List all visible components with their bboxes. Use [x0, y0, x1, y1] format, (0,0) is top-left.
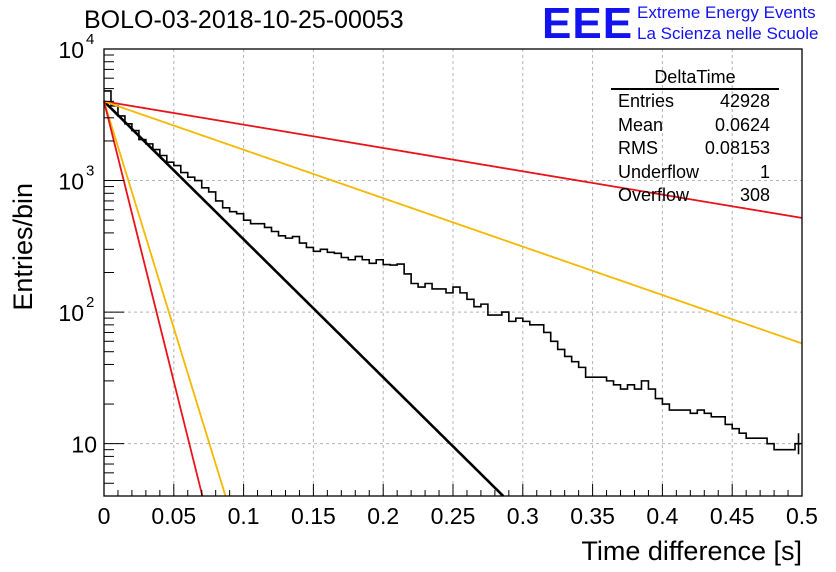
- x-tick-label: 0.05: [151, 503, 196, 529]
- x-tick-label: 0.4: [646, 503, 678, 529]
- y-tick-exponent: 4: [86, 31, 94, 48]
- x-tick-label: 0.25: [431, 503, 476, 529]
- fit-curve-red: [103, 101, 204, 497]
- stat-value: 42928: [719, 91, 770, 111]
- fit-curve-orange: [103, 100, 803, 345]
- stat-row-underflow: Underflow 1: [611, 161, 779, 185]
- logo-line-2: La Scienza nelle Scuole: [637, 24, 819, 43]
- stats-box: DeltaTime Entries 42928 Mean 0.0624 RMS …: [611, 66, 779, 208]
- stat-value: 0.08153: [704, 138, 770, 158]
- stat-label: Overflow: [618, 185, 690, 205]
- grid-lines: [104, 49, 802, 496]
- stat-value: 308: [739, 185, 770, 205]
- x-tick-label: 0.35: [570, 503, 615, 529]
- fit-curve-orange: [103, 101, 227, 497]
- stat-label: Underflow: [618, 161, 700, 182]
- fit-curves-layer: [103, 100, 803, 497]
- y-tick-label: 10: [58, 300, 84, 326]
- x-tick-label: 0.2: [367, 503, 399, 529]
- fit-curve-black: [103, 100, 505, 497]
- y-tick-exponent: 3: [86, 163, 94, 180]
- y-tick-exponent: 2: [86, 294, 94, 311]
- y-tick-label: 10: [58, 169, 84, 195]
- x-tick-label: 0.45: [710, 503, 755, 529]
- x-tick-label: 0: [98, 503, 111, 529]
- y-tick-label: 10: [71, 432, 97, 458]
- stat-row-mean: Mean 0.0624: [611, 114, 779, 138]
- y-tick-label: 10: [58, 37, 84, 63]
- x-tick-label: 0.3: [507, 503, 539, 529]
- stat-label: Mean: [618, 114, 664, 135]
- stat-label: RMS: [618, 138, 658, 158]
- x-tick-label: 0.15: [291, 503, 336, 529]
- stat-label: Entries: [618, 91, 675, 111]
- stat-row-entries: Entries 42928: [611, 90, 779, 114]
- histogram-steps: [104, 90, 802, 451]
- stat-row-rms: RMS 0.08153: [611, 137, 779, 161]
- x-tick-label: 0.1: [228, 503, 260, 529]
- x-axis-ticks: 0 0.05 0.1 0.15 0.2 0.25 0.3 0.35 0.4 0.45 0.5: [98, 484, 818, 529]
- stats-title: DeltaTime: [611, 66, 779, 90]
- stat-value: 0.0624: [714, 114, 770, 135]
- histogram-layer: [104, 90, 802, 455]
- logo-line-1: Extreme Energy Events: [637, 3, 816, 22]
- stat-value: 1: [759, 161, 770, 182]
- stat-row-overflow: Overflow 308: [611, 184, 779, 208]
- y-axis-label: Entries/bin: [8, 183, 38, 311]
- run-title: BOLO-03-2018-10-25-00053: [84, 6, 404, 34]
- x-axis-label: Time difference [s]: [581, 536, 802, 566]
- eee-logo: EEE: [542, 0, 634, 48]
- x-tick-label: 0.5: [786, 503, 818, 529]
- fit-curve-red: [103, 100, 803, 219]
